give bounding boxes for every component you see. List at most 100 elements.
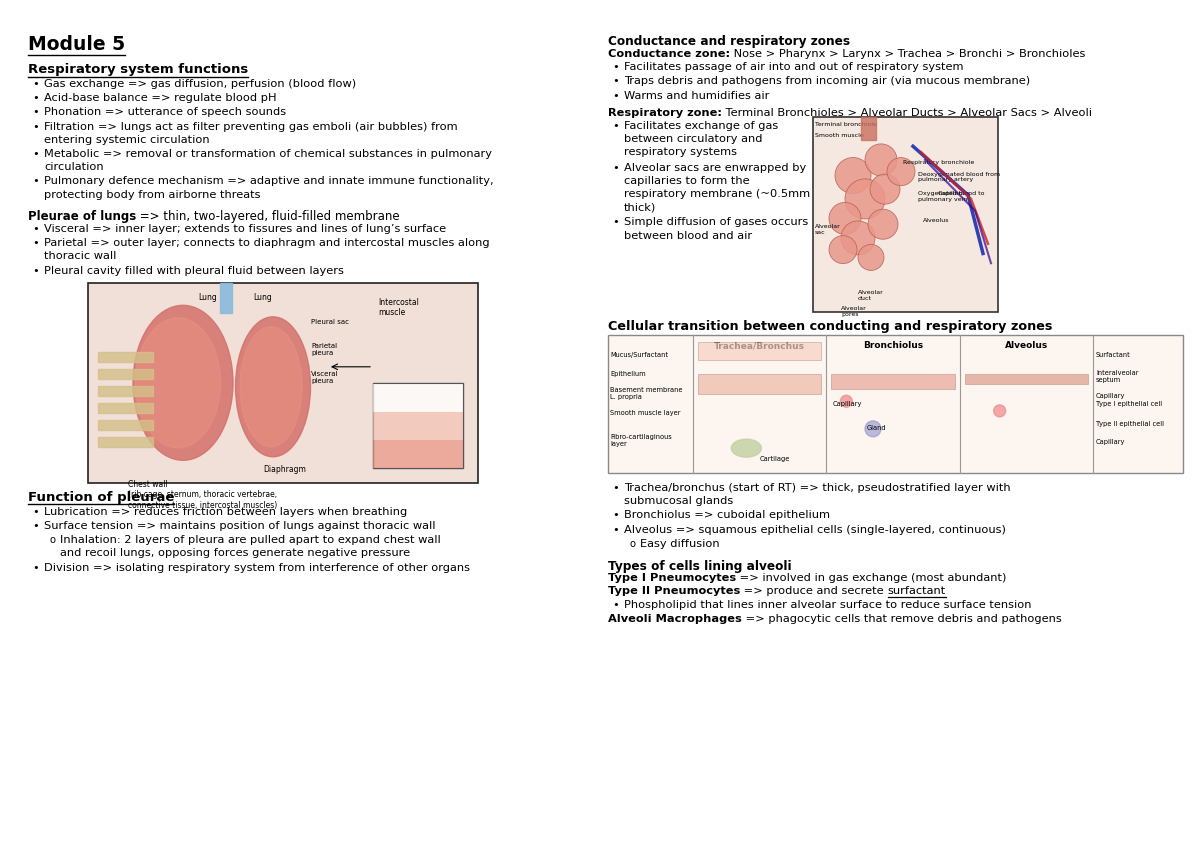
Text: Alveoli Macrophages: Alveoli Macrophages — [608, 614, 742, 624]
Text: o: o — [630, 539, 636, 548]
Text: Alveolar
duct: Alveolar duct — [858, 290, 883, 301]
Text: => thin, two-layered, fluid-filled membrane: => thin, two-layered, fluid-filled membr… — [137, 210, 400, 222]
Text: •: • — [32, 121, 38, 132]
Text: => phagocytic cells that remove debris and pathogens: => phagocytic cells that remove debris a… — [742, 614, 1062, 624]
Text: o: o — [50, 535, 56, 545]
Text: Easy diffusion: Easy diffusion — [640, 539, 720, 548]
Text: Filtration => lungs act as filter preventing gas emboli (air bubbles) from: Filtration => lungs act as filter preven… — [44, 121, 457, 132]
Text: •: • — [32, 507, 38, 517]
Text: Pleurae of lungs: Pleurae of lungs — [28, 210, 137, 222]
Text: Nose > Pharynx > Larynx > Trachea > Bronchi > Bronchioles: Nose > Pharynx > Larynx > Trachea > Bron… — [730, 49, 1086, 59]
Bar — [98, 385, 154, 396]
Text: •: • — [32, 266, 38, 276]
Circle shape — [868, 209, 898, 239]
Text: Type I epithelial cell: Type I epithelial cell — [1096, 402, 1162, 408]
Text: Deoxygenated blood from
pulmonary artery: Deoxygenated blood from pulmonary artery — [918, 171, 1000, 183]
Text: circulation: circulation — [44, 162, 103, 172]
Text: •: • — [32, 563, 38, 572]
Bar — [373, 440, 463, 468]
Text: surfactant: surfactant — [888, 587, 946, 596]
Text: Types of cells lining alveoli: Types of cells lining alveoli — [608, 560, 792, 573]
Text: •: • — [612, 163, 619, 172]
Text: Alveolus: Alveolus — [923, 218, 949, 223]
Text: Lubrication => reduces friction between layers when breathing: Lubrication => reduces friction between … — [44, 507, 407, 517]
Text: Facilitates passage of air into and out of respiratory system: Facilitates passage of air into and out … — [624, 62, 964, 72]
Circle shape — [865, 421, 881, 437]
Text: Facilitates exchange of gas: Facilitates exchange of gas — [624, 121, 779, 131]
Text: Warms and humidifies air: Warms and humidifies air — [624, 91, 769, 100]
Text: •: • — [612, 525, 619, 535]
Bar — [814, 117, 998, 312]
Text: •: • — [32, 79, 38, 89]
Bar — [220, 283, 232, 312]
Text: Capillary: Capillary — [1096, 438, 1126, 445]
Text: Alveolus: Alveolus — [1004, 341, 1048, 350]
Text: between blood and air: between blood and air — [624, 231, 752, 240]
Text: •: • — [612, 599, 619, 610]
Text: thoracic wall: thoracic wall — [44, 251, 116, 261]
Text: •: • — [32, 93, 38, 104]
Circle shape — [870, 174, 900, 204]
Text: Trachea/Bronchus: Trachea/Bronchus — [714, 341, 805, 350]
Text: Metabolic => removal or transformation of chemical substances in pulmonary: Metabolic => removal or transformation o… — [44, 149, 492, 159]
Text: thick): thick) — [624, 202, 656, 212]
Circle shape — [887, 158, 916, 186]
Text: Conductance and respiratory zones: Conductance and respiratory zones — [608, 35, 850, 48]
Circle shape — [994, 405, 1006, 417]
Text: respiratory systems: respiratory systems — [624, 148, 737, 157]
Text: Capillary: Capillary — [833, 402, 863, 408]
Text: Diaphragm: Diaphragm — [263, 464, 306, 474]
Text: Parietal => outer layer; connects to diaphragm and intercostal muscles along: Parietal => outer layer; connects to dia… — [44, 239, 490, 248]
Bar — [862, 117, 876, 140]
Ellipse shape — [240, 327, 302, 447]
Text: •: • — [612, 217, 619, 228]
Circle shape — [835, 158, 871, 194]
Text: Bronchiolus => cuboidal epithelium: Bronchiolus => cuboidal epithelium — [624, 510, 830, 520]
Text: Cellular transition between conducting and respiratory zones: Cellular transition between conducting a… — [608, 320, 1052, 333]
Text: Basement membrane
L. propria: Basement membrane L. propria — [610, 387, 683, 401]
Text: Capillary: Capillary — [1096, 393, 1126, 399]
Text: •: • — [32, 239, 38, 248]
Text: Parietal
pleura: Parietal pleura — [311, 343, 337, 356]
Bar — [608, 335, 1183, 473]
Text: Smooth muscle layer: Smooth muscle layer — [610, 409, 680, 415]
Bar — [832, 374, 955, 389]
Text: Gas exchange => gas diffusion, perfusion (blood flow): Gas exchange => gas diffusion, perfusion… — [44, 79, 356, 89]
Bar — [98, 436, 154, 447]
Text: Lung: Lung — [198, 293, 217, 301]
Text: •: • — [612, 91, 619, 100]
Text: Surface tension => maintains position of lungs against thoracic wall: Surface tension => maintains position of… — [44, 521, 436, 531]
Text: Simple diffusion of gases occurs: Simple diffusion of gases occurs — [624, 217, 809, 228]
Text: Phonation => utterance of speech sounds: Phonation => utterance of speech sounds — [44, 108, 286, 117]
Text: Alveolar
sac: Alveolar sac — [815, 224, 841, 235]
Text: and recoil lungs, opposing forces generate negative pressure: and recoil lungs, opposing forces genera… — [60, 548, 410, 559]
Text: •: • — [32, 108, 38, 117]
Text: Oxygenated blood to
pulmonary vein: Oxygenated blood to pulmonary vein — [918, 191, 984, 202]
Text: Bronchiolus: Bronchiolus — [863, 341, 923, 350]
Bar — [98, 402, 154, 413]
Text: •: • — [612, 121, 619, 131]
Text: Visceral
pleura: Visceral pleura — [311, 371, 338, 384]
Text: Phospholipid that lines inner alveolar surface to reduce surface tension: Phospholipid that lines inner alveolar s… — [624, 599, 1032, 610]
Text: Intercostal
muscle: Intercostal muscle — [378, 298, 419, 318]
Text: Acid-base balance => regulate blood pH: Acid-base balance => regulate blood pH — [44, 93, 277, 104]
Text: •: • — [32, 149, 38, 159]
Circle shape — [841, 221, 875, 255]
Text: Division => isolating respiratory system from interference of other organs: Division => isolating respiratory system… — [44, 563, 470, 572]
Ellipse shape — [133, 306, 233, 460]
Text: Epithelium: Epithelium — [610, 371, 646, 377]
Text: Alveolus => squamous epithelial cells (single-layered, continuous): Alveolus => squamous epithelial cells (s… — [624, 525, 1006, 535]
Text: Fibro-cartilaginous
layer: Fibro-cartilaginous layer — [610, 435, 672, 447]
Circle shape — [845, 179, 886, 219]
Text: capillaries to form the: capillaries to form the — [624, 176, 750, 186]
Text: Pleural sac: Pleural sac — [311, 319, 349, 325]
Circle shape — [829, 202, 862, 234]
Text: Cartilage: Cartilage — [760, 457, 790, 463]
Circle shape — [840, 396, 852, 408]
Text: Respiratory system functions: Respiratory system functions — [28, 63, 248, 76]
Text: •: • — [612, 483, 619, 493]
Text: Trachea/bronchus (start of RT) => thick, pseudostratified layer with: Trachea/bronchus (start of RT) => thick,… — [624, 483, 1010, 493]
Bar — [373, 412, 463, 440]
Text: Terminal Bronchioles > Alveolar Ducts > Alveolar Sacs > Alveoli: Terminal Bronchioles > Alveolar Ducts > … — [722, 108, 1092, 118]
Text: •: • — [612, 76, 619, 87]
